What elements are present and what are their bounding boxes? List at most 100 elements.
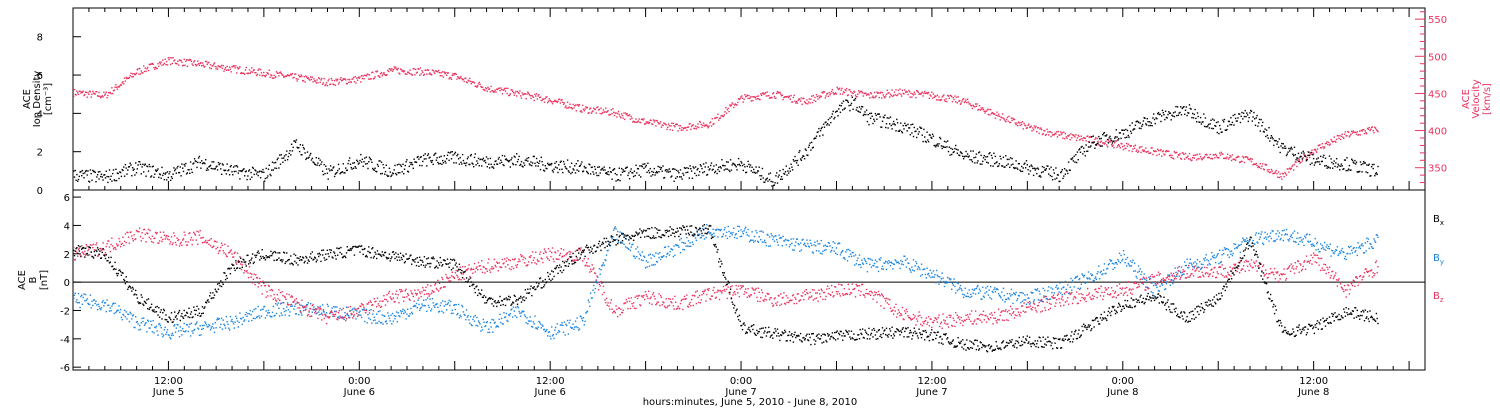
data-point <box>698 120 701 123</box>
data-point <box>92 90 94 92</box>
data-point <box>1133 270 1135 272</box>
data-point <box>1018 295 1020 297</box>
data-point <box>165 172 167 174</box>
data-point <box>698 233 701 235</box>
data-point <box>297 78 299 80</box>
data-point <box>710 234 713 236</box>
data-point <box>947 276 949 279</box>
data-point <box>205 169 208 171</box>
data-point <box>341 79 343 82</box>
data-point <box>158 323 160 325</box>
data-point <box>661 124 663 126</box>
data-point <box>1044 134 1047 136</box>
data-point <box>285 309 287 312</box>
data-point <box>147 319 149 321</box>
data-point <box>855 95 857 98</box>
data-point <box>329 165 332 167</box>
data-point <box>860 108 862 110</box>
data-point <box>280 154 282 156</box>
data-point <box>1217 121 1219 123</box>
data-point <box>501 323 504 325</box>
data-point <box>179 59 181 62</box>
data-point <box>861 91 863 93</box>
data-point <box>724 227 726 229</box>
data-point <box>1025 299 1027 301</box>
data-point <box>1098 144 1100 146</box>
data-point <box>586 171 589 174</box>
data-point <box>213 331 216 334</box>
data-point <box>232 321 234 323</box>
data-point <box>169 57 171 59</box>
data-point <box>965 99 967 101</box>
data-point <box>632 120 635 122</box>
data-point <box>81 175 83 177</box>
data-point <box>1200 123 1203 125</box>
data-point <box>403 309 406 312</box>
data-point <box>356 77 358 79</box>
data-point <box>170 57 173 59</box>
data-point <box>112 92 114 95</box>
data-point <box>982 160 984 163</box>
data-point <box>776 90 779 93</box>
data-point <box>73 297 75 299</box>
data-point <box>961 100 963 102</box>
data-point <box>515 306 517 309</box>
data-point <box>229 68 232 70</box>
data-point <box>1032 167 1034 170</box>
data-point <box>571 171 573 174</box>
data-point <box>1100 137 1102 140</box>
data-point <box>934 95 936 97</box>
data-point <box>986 155 989 158</box>
data-point <box>201 324 204 327</box>
data-point <box>752 239 754 241</box>
data-point <box>759 230 761 233</box>
data-point <box>265 74 267 76</box>
data-point <box>1028 303 1031 305</box>
data-point <box>451 151 453 153</box>
data-point <box>683 127 686 129</box>
data-point <box>1269 171 1272 173</box>
data-point <box>769 245 772 247</box>
data-point <box>621 242 624 244</box>
data-point <box>490 326 492 328</box>
data-point <box>1343 133 1346 135</box>
data-point <box>375 70 377 73</box>
data-point <box>1107 142 1110 144</box>
data-point <box>1363 161 1365 163</box>
data-point <box>979 163 981 165</box>
data-point <box>773 240 776 242</box>
data-point <box>935 282 937 284</box>
data-point <box>370 159 372 161</box>
data-point <box>1170 156 1172 159</box>
data-point <box>527 157 530 159</box>
data-point <box>614 172 616 175</box>
data-point <box>547 331 550 334</box>
data-point <box>913 91 915 93</box>
data-point <box>1335 162 1337 164</box>
data-point <box>323 163 325 166</box>
data-point <box>1117 144 1119 147</box>
data-point <box>162 334 165 336</box>
data-point <box>800 249 803 251</box>
data-point <box>170 338 172 340</box>
data-point <box>710 121 712 123</box>
data-point <box>1071 279 1074 282</box>
data-point <box>323 77 325 80</box>
data-point <box>197 63 200 65</box>
data-point <box>881 265 884 267</box>
data-point <box>828 124 830 126</box>
data-point <box>169 171 171 173</box>
data-point <box>387 70 390 73</box>
data-point <box>1324 157 1327 159</box>
data-point <box>747 97 749 100</box>
data-point <box>965 150 967 153</box>
data-point <box>263 71 265 74</box>
data-point <box>897 261 900 263</box>
data-point <box>112 90 115 92</box>
data-point <box>581 317 583 320</box>
data-point <box>463 80 465 83</box>
data-point <box>1036 288 1039 290</box>
data-point <box>621 171 624 173</box>
data-point <box>1033 125 1036 127</box>
data-point <box>991 111 993 114</box>
